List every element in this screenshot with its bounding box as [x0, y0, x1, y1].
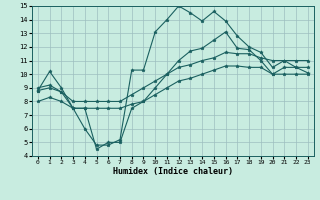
X-axis label: Humidex (Indice chaleur): Humidex (Indice chaleur) — [113, 167, 233, 176]
